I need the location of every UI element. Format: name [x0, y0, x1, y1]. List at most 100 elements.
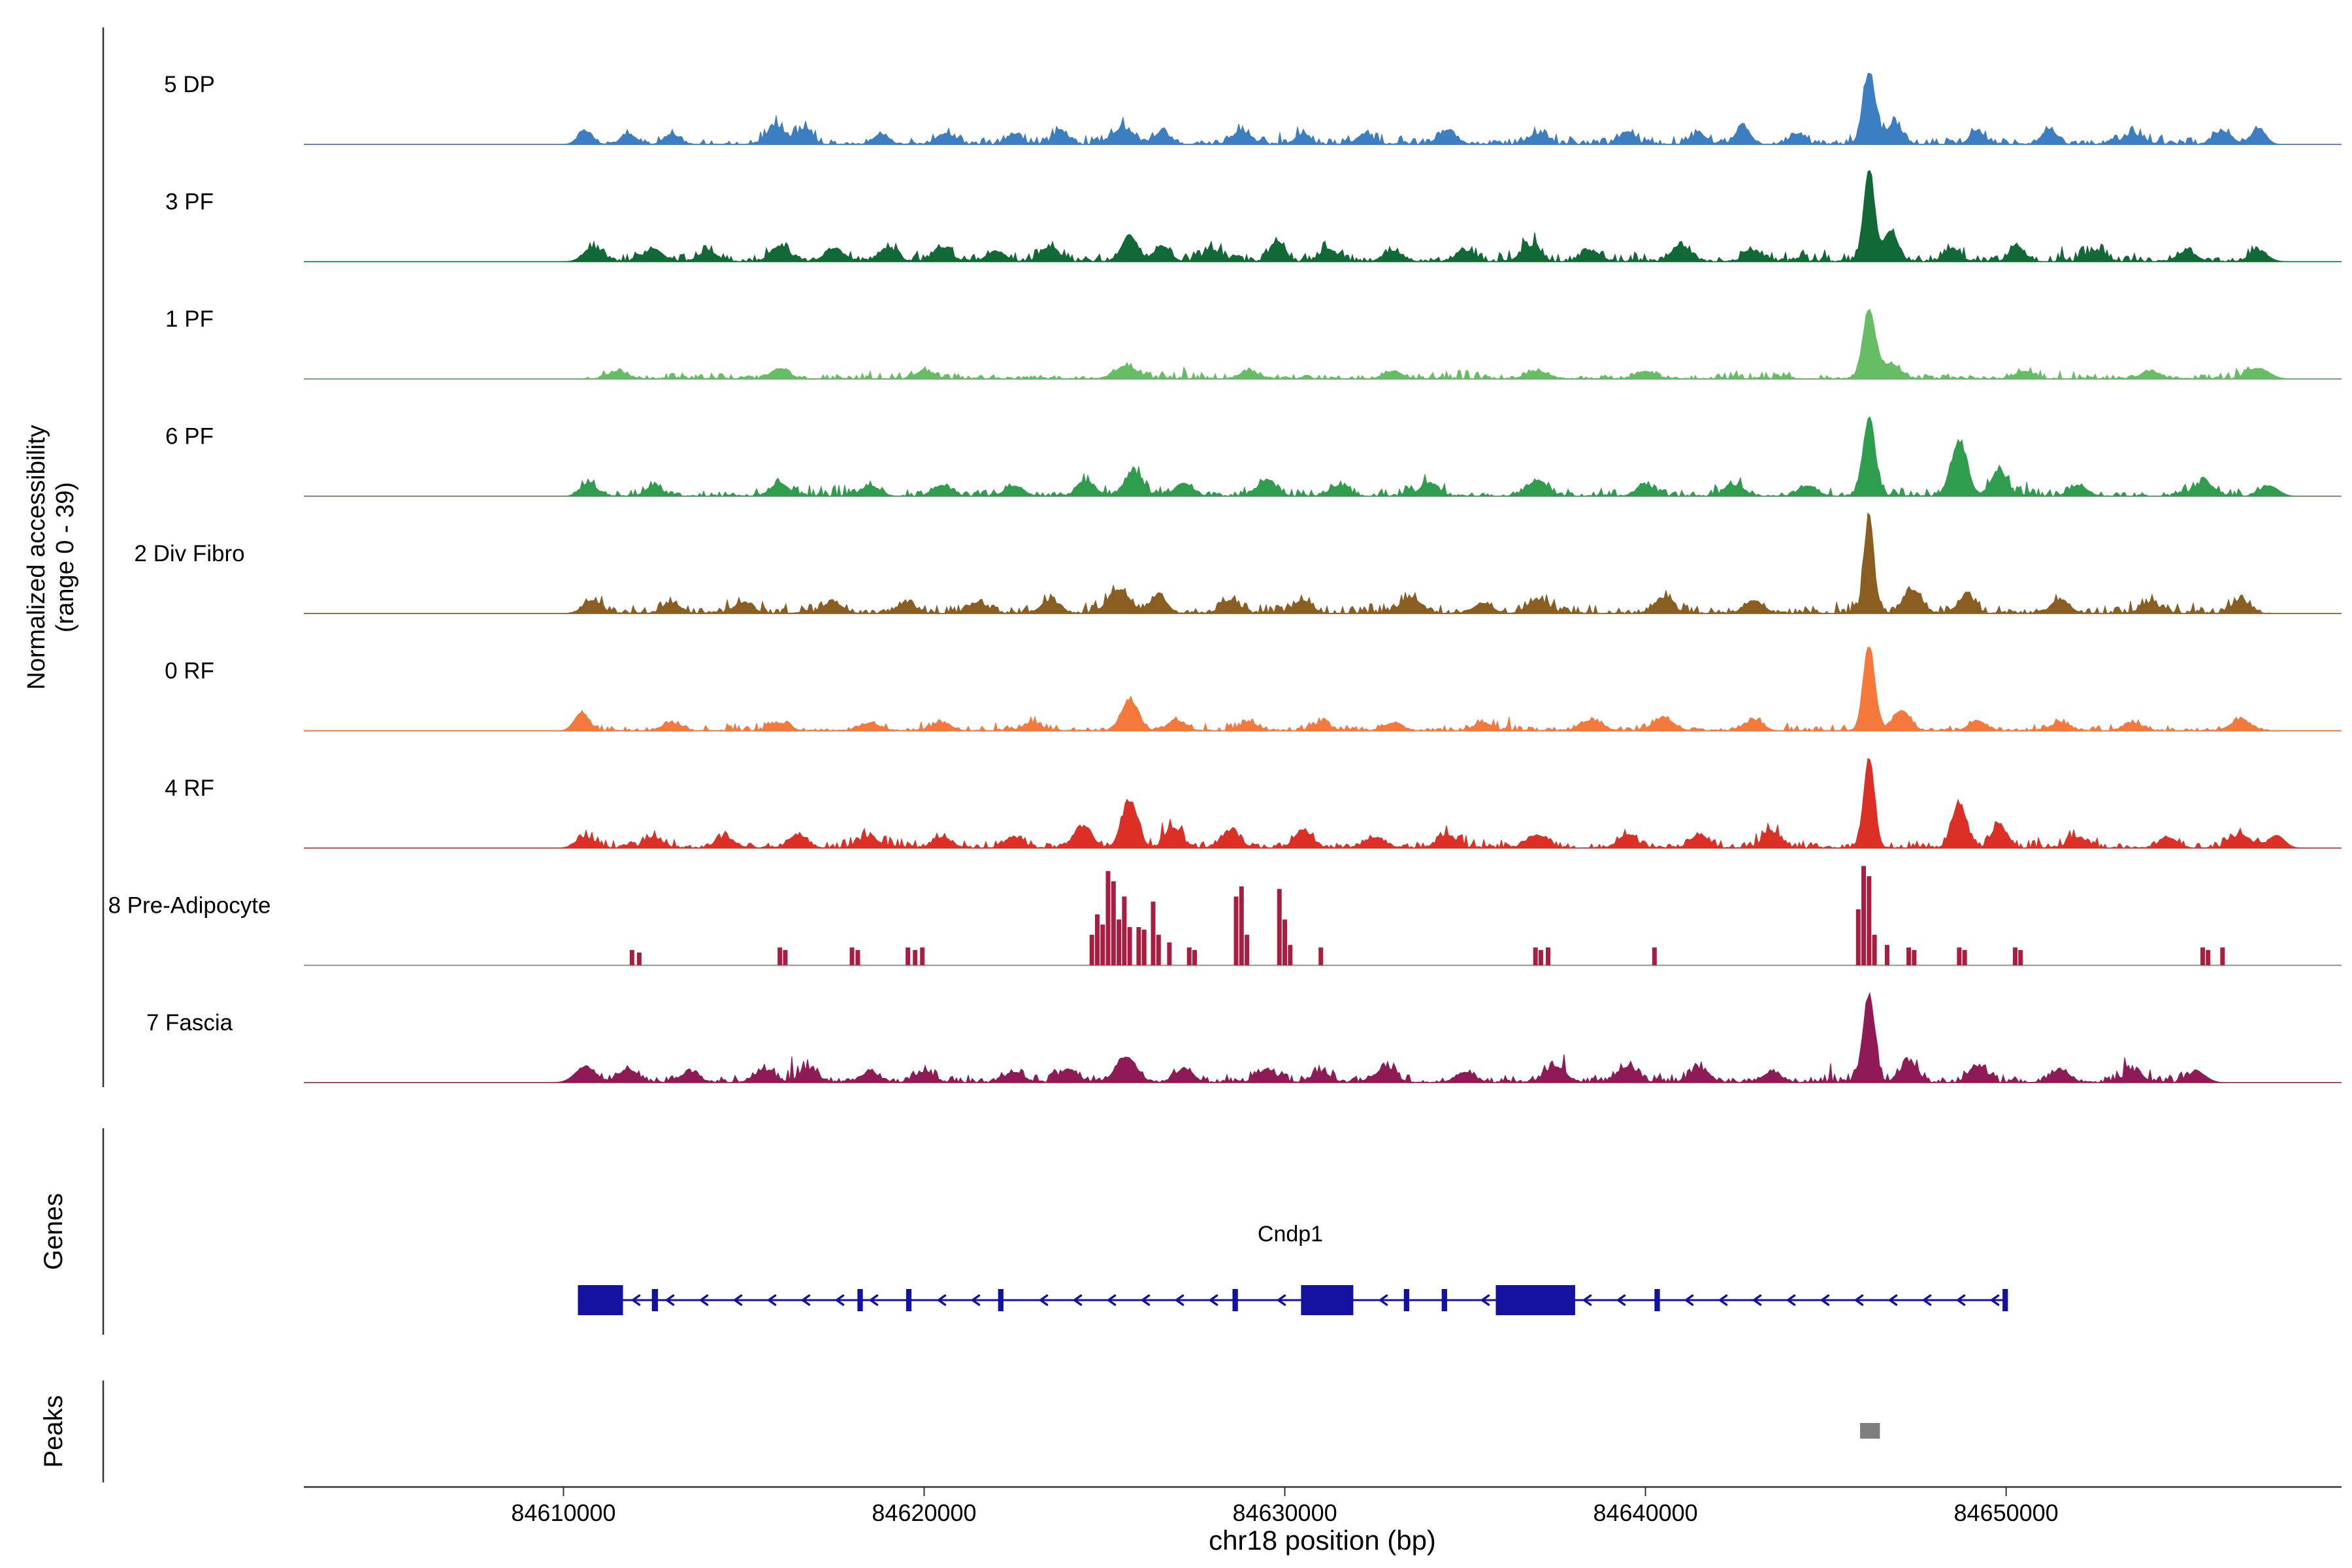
coverage-bar — [2018, 950, 2023, 966]
coverage-bar — [1136, 927, 1141, 966]
peak-region — [1860, 1423, 1880, 1439]
strand-arrow-icon — [699, 1294, 709, 1306]
strand-arrow-icon — [1039, 1294, 1049, 1306]
gene-exon — [1495, 1285, 1575, 1315]
strand-arrow-icon — [1752, 1294, 1762, 1306]
coverage-bar — [629, 950, 634, 966]
coverage-bar — [2206, 950, 2211, 966]
coverage-area — [304, 757, 2342, 849]
coverage-bar — [1277, 889, 1282, 966]
coverage-bar — [1127, 927, 1132, 966]
track-row: 4 RF — [165, 757, 2342, 849]
coverage-bar — [2012, 947, 2017, 966]
gene-exon — [1301, 1285, 1354, 1315]
gene-exon — [1232, 1289, 1238, 1311]
strand-arrow-icon — [1956, 1294, 1966, 1306]
coverage-bar — [1861, 866, 1867, 966]
coverage-bar — [1094, 914, 1100, 966]
gene-model-track — [578, 1285, 2008, 1315]
strand-arrow-icon — [1820, 1294, 1830, 1306]
y-axis-label-line2: (range 0 - 39) — [52, 482, 79, 632]
strand-arrow-icon — [1718, 1294, 1728, 1306]
coverage-area — [304, 170, 2342, 263]
strand-arrow-icon — [869, 1294, 879, 1306]
x-axis-tick-label: 84620000 — [872, 1499, 976, 1526]
coverage-bar — [1282, 919, 1288, 966]
coverage-bar — [849, 947, 855, 966]
strand-arrow-icon — [1175, 1294, 1184, 1306]
coverage-bar — [1111, 881, 1116, 966]
gene-exon — [998, 1289, 1004, 1311]
coverage-bar — [1245, 934, 1250, 966]
strand-arrow-icon — [1786, 1294, 1796, 1306]
coverage-bar — [920, 947, 925, 966]
coverage-bar — [1867, 876, 1872, 966]
track-row: 7 Fascia — [146, 992, 2342, 1084]
track-row: 1 PF — [165, 306, 2342, 380]
strand-arrow-icon — [1888, 1294, 1898, 1306]
gene-exon — [857, 1289, 863, 1311]
coverage-bar — [1151, 902, 1156, 966]
gene-exon — [2002, 1289, 2008, 1311]
track-label: 8 Pre-Adipocyte — [108, 893, 270, 919]
x-axis-title: chr18 position (bp) — [1209, 1525, 1436, 1556]
strand-arrow-icon — [937, 1294, 947, 1306]
strand-arrow-icon — [1582, 1294, 1592, 1306]
track-label: 6 PF — [165, 424, 214, 449]
coverage-bar — [1233, 896, 1239, 966]
coverage-bar — [1100, 924, 1105, 966]
coverage-bar — [1855, 909, 1861, 966]
x-axis: 84610000 84620000 84630000 84640000 84650000 — [304, 1486, 2342, 1526]
coverage-area — [304, 512, 2342, 615]
coverage-bar — [1167, 942, 1172, 966]
strand-arrow-icon — [733, 1294, 743, 1306]
coverage-bar — [783, 950, 788, 966]
track-row: 2 Div Fibro — [134, 512, 2342, 615]
track-label: 4 RF — [165, 776, 214, 801]
strand-arrow-icon — [1209, 1294, 1218, 1306]
track-label: 1 PF — [165, 306, 214, 332]
peaks-section-label: Peaks — [39, 1395, 68, 1467]
strand-arrow-icon — [835, 1294, 845, 1306]
coverage-bar — [1089, 934, 1094, 966]
strand-arrow-icon — [1922, 1294, 1932, 1306]
x-axis-tick-label: 84650000 — [1954, 1499, 2059, 1526]
track-row: 0 RF — [165, 647, 2342, 732]
strand-arrow-icon — [1480, 1294, 1490, 1306]
track-row: 5 DP — [164, 72, 2342, 146]
strand-arrow-icon — [1107, 1294, 1117, 1306]
coverage-bar — [1122, 896, 1127, 966]
coverage-area — [304, 73, 2342, 146]
coverage-bar — [1318, 947, 1324, 966]
coverage-bar — [2220, 947, 2225, 966]
coverage-bar — [1872, 934, 1877, 966]
strand-arrow-icon — [631, 1294, 641, 1306]
coverage-bar — [636, 953, 642, 966]
x-axis-tick-label: 84630000 — [1232, 1499, 1337, 1526]
coverage-bar — [1957, 947, 1962, 966]
track-label: 5 DP — [164, 72, 215, 97]
gene-exon — [1654, 1289, 1660, 1311]
coverage-bar — [913, 950, 918, 966]
coverage-bar — [1884, 945, 1889, 966]
strand-arrow-icon — [767, 1294, 777, 1306]
coverage-bar — [1288, 945, 1293, 966]
genes-section-label: Genes — [39, 1193, 68, 1270]
coverage-bar — [1117, 919, 1122, 966]
coverage-bar — [1652, 947, 1657, 966]
strand-arrow-icon — [1277, 1294, 1286, 1306]
strand-arrow-icon — [1379, 1294, 1388, 1306]
coverage-bar — [777, 947, 783, 966]
y-axis-label-line1: Normalized accessibility — [23, 425, 50, 689]
coverage-bar — [2200, 947, 2205, 966]
coverage-bar — [1156, 934, 1161, 966]
gene-exon — [1403, 1289, 1409, 1311]
track-label: 2 Div Fibro — [134, 541, 244, 566]
strand-arrow-icon — [971, 1294, 981, 1306]
strand-arrow-icon — [665, 1294, 675, 1306]
strand-arrow-icon — [1684, 1294, 1694, 1306]
coverage-bar — [1192, 950, 1198, 966]
coverage-area — [304, 308, 2342, 380]
strand-arrow-icon — [1073, 1294, 1083, 1306]
coverage-bar — [1239, 886, 1244, 966]
